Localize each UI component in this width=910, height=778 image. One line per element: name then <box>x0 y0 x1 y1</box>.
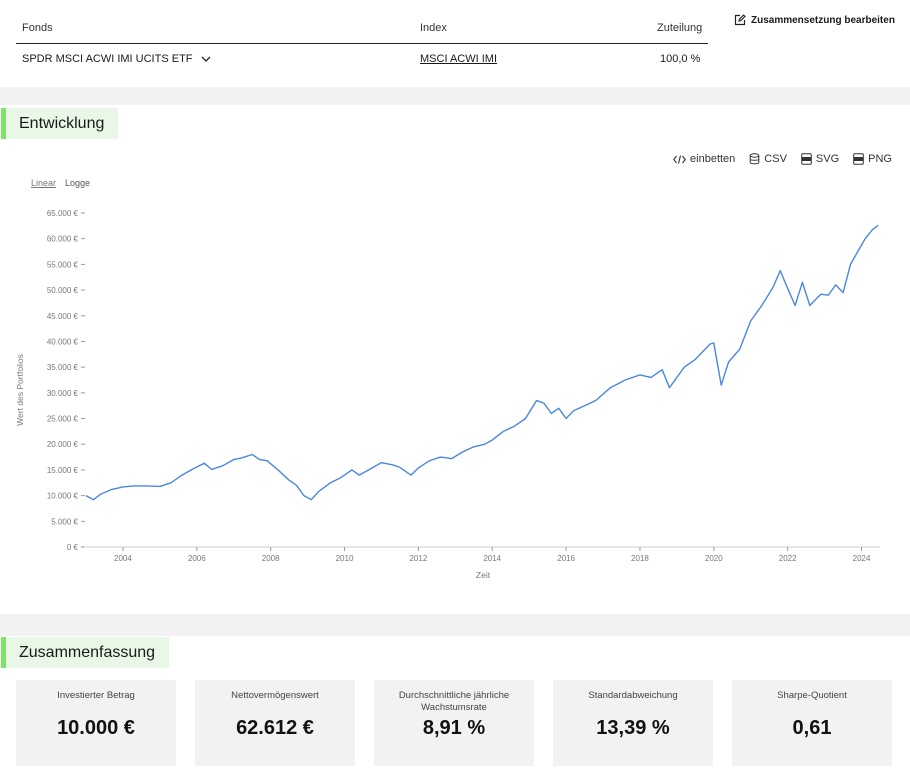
edit-icon <box>734 14 746 26</box>
x-tick-label: 2024 <box>853 554 871 563</box>
table-divider <box>16 43 708 44</box>
y-tick-label: 55.000 € <box>47 260 79 269</box>
series-line-portfolio <box>85 224 879 501</box>
x-tick-label: 2014 <box>483 554 501 563</box>
scale-linear-option[interactable]: Linear <box>31 178 57 188</box>
development-panel: Entwicklung einbetten CSV SVG PNG Linear… <box>0 105 910 614</box>
code-icon <box>673 154 686 164</box>
database-icon <box>749 153 760 165</box>
x-tick-label: 2004 <box>114 554 132 563</box>
scale-log-option[interactable]: Logge <box>65 178 91 188</box>
export-toolbar: einbetten CSV SVG PNG <box>673 153 892 165</box>
y-tick-label: 25.000 € <box>47 415 79 424</box>
y-tick-label: 60.000 € <box>47 235 79 244</box>
png-button[interactable]: PNG <box>853 153 892 165</box>
card-label: Nettovermögenswert <box>231 690 319 701</box>
card-sharpe: Sharpe-Quotient 0,61 <box>732 680 892 766</box>
card-label: Durchschnittliche jährliche Wachstumsrat… <box>398 690 510 713</box>
csv-button[interactable]: CSV <box>749 153 787 165</box>
card-label: Standardabweichung <box>588 690 678 701</box>
portfolio-chart: 0 € 5.000 € 10.000 € 15.000 € 20.000 € 25.000… <box>15 209 880 580</box>
y-tick-label: 5.000 € <box>51 517 78 526</box>
x-tick-label: 2010 <box>336 554 354 563</box>
svg-button[interactable]: SVG <box>801 153 839 165</box>
development-title: Entwicklung <box>1 108 119 139</box>
col-header-fund: Fonds <box>22 22 53 34</box>
card-cagr: Durchschnittliche jährliche Wachstumsrat… <box>374 680 534 766</box>
csv-label: CSV <box>764 153 787 165</box>
card-label: Investierter Betrag <box>57 690 135 701</box>
y-tick-label: 0 € <box>67 543 79 552</box>
card-label: Sharpe-Quotient <box>777 690 847 701</box>
x-tick-label: 2016 <box>557 554 575 563</box>
scale-toggle: Linear Logge <box>31 178 90 188</box>
x-tick-label: 2008 <box>262 554 280 563</box>
x-tick-label: 2020 <box>705 554 723 563</box>
x-tick-label: 2006 <box>188 554 206 563</box>
y-tick-label: 20.000 € <box>47 440 79 449</box>
card-std-deviation: Standardabweichung 13,39 % <box>553 680 713 766</box>
summary-title: Zusammenfassung <box>1 637 170 668</box>
embed-label: einbetten <box>690 153 736 165</box>
fund-table-panel: Fonds Index Zuteilung SPDR MSCI ACWI IMI… <box>0 0 910 87</box>
allocation-value: 100,0 % <box>660 53 701 65</box>
card-value: 10.000 € <box>57 717 135 739</box>
fund-dropdown[interactable]: SPDR MSCI ACWI IMI UCITS ETF <box>22 53 211 65</box>
svg-label: SVG <box>815 153 840 165</box>
card-invested: Investierter Betrag 10.000 € <box>16 680 176 766</box>
card-value: 13,39 % <box>596 717 670 739</box>
x-tick-label: 2022 <box>779 554 797 563</box>
summary-cards: Investierter Betrag 10.000 € Nettovermög… <box>16 680 892 766</box>
chevron-down-icon <box>201 56 210 62</box>
index-link[interactable]: MSCI ACWI IMI <box>420 53 497 65</box>
card-net-asset-value: Nettovermögenswert 62.612 € <box>195 680 355 766</box>
col-header-allocation: Zuteilung <box>657 22 703 34</box>
y-tick-label: 10.000 € <box>47 492 79 501</box>
y-tick-label: 40.000 € <box>47 337 79 346</box>
edit-composition-label: Zusammensetzung bearbeiten <box>751 14 895 26</box>
y-tick-label: 35.000 € <box>47 363 79 372</box>
embed-button[interactable]: einbetten <box>673 153 735 165</box>
y-tick-label: 45.000 € <box>47 312 79 321</box>
card-value: 0,61 <box>792 717 832 739</box>
png-label: PNG <box>868 153 892 165</box>
edit-composition-button[interactable]: Zusammensetzung bearbeiten <box>734 14 895 26</box>
x-tick-label: 2018 <box>631 554 649 563</box>
x-axis-label: Zeit <box>476 570 491 580</box>
y-tick-label: 65.000 € <box>47 209 79 218</box>
fund-name: SPDR MSCI ACWI IMI UCITS ETF <box>22 53 193 65</box>
svg-file-icon <box>801 153 812 165</box>
card-value: 62.612 € <box>236 717 314 739</box>
png-file-icon <box>853 153 864 165</box>
summary-panel: Zusammenfassung Investierter Betrag 10.0… <box>0 636 910 778</box>
y-axis-label: Wert des Portfolios <box>15 354 25 426</box>
y-tick-label: 15.000 € <box>47 466 79 475</box>
card-value: 8,91 % <box>422 717 486 739</box>
col-header-index: Index <box>420 22 447 34</box>
x-tick-label: 2012 <box>409 554 427 563</box>
y-tick-label: 30.000 € <box>47 389 79 398</box>
y-tick-label: 50.000 € <box>47 286 79 295</box>
